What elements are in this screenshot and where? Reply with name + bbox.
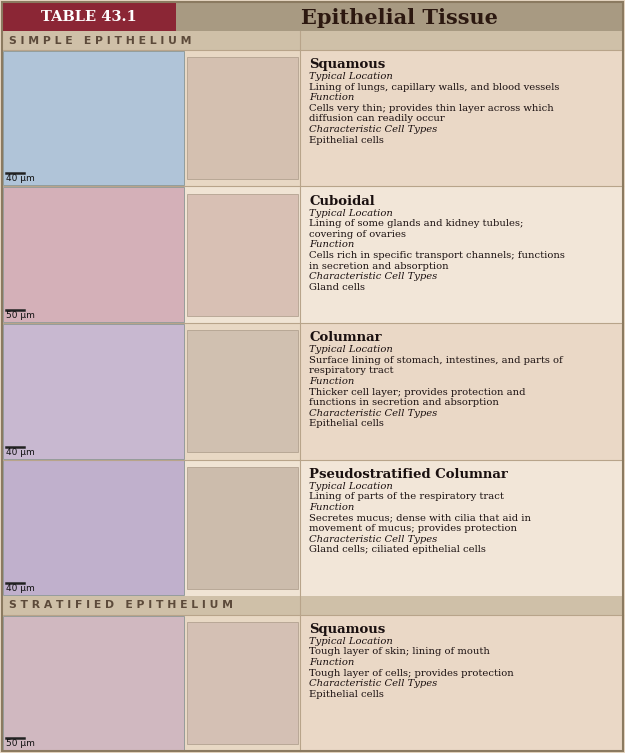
Text: Secretes mucus; dense with cilia that aid in: Secretes mucus; dense with cilia that ai… bbox=[309, 514, 531, 523]
Text: Typical Location: Typical Location bbox=[309, 209, 393, 218]
Text: Function: Function bbox=[309, 658, 354, 667]
Text: 40 μm: 40 μm bbox=[6, 584, 35, 593]
Text: in secretion and absorption: in secretion and absorption bbox=[309, 261, 449, 270]
Text: Typical Location: Typical Location bbox=[309, 72, 393, 81]
Text: Lining of parts of the respiratory tract: Lining of parts of the respiratory tract bbox=[309, 492, 504, 501]
Text: TABLE 43.1: TABLE 43.1 bbox=[41, 10, 137, 23]
Bar bbox=[3, 615, 184, 750]
Bar bbox=[187, 57, 298, 179]
Bar bbox=[176, 2, 623, 32]
Text: Squamous: Squamous bbox=[309, 58, 385, 71]
Text: Gland cells; ciliated epithelial cells: Gland cells; ciliated epithelial cells bbox=[309, 545, 486, 554]
Text: Tough layer of skin; lining of mouth: Tough layer of skin; lining of mouth bbox=[309, 648, 490, 657]
Bar bbox=[187, 622, 298, 744]
Bar bbox=[300, 50, 623, 187]
Bar bbox=[2, 187, 300, 323]
Text: Gland cells: Gland cells bbox=[309, 283, 365, 292]
Bar bbox=[187, 467, 298, 589]
Text: Cells very thin; provides thin layer across which: Cells very thin; provides thin layer acr… bbox=[309, 104, 554, 113]
Text: S T R A T I F I E D   E P I T H E L I U M: S T R A T I F I E D E P I T H E L I U M bbox=[9, 600, 233, 611]
Text: Columnar: Columnar bbox=[309, 331, 382, 344]
Bar bbox=[300, 187, 623, 323]
Bar bbox=[187, 331, 298, 452]
Text: Characteristic Cell Types: Characteristic Cell Types bbox=[309, 273, 438, 281]
Text: movement of mucus; provides protection: movement of mucus; provides protection bbox=[309, 524, 517, 533]
Text: Typical Location: Typical Location bbox=[309, 345, 393, 354]
Bar bbox=[2, 596, 623, 614]
Text: Epithelial Tissue: Epithelial Tissue bbox=[301, 8, 498, 28]
Text: Typical Location: Typical Location bbox=[309, 482, 393, 491]
Text: Surface lining of stomach, intestines, and parts of: Surface lining of stomach, intestines, a… bbox=[309, 355, 562, 364]
Text: Epithelial cells: Epithelial cells bbox=[309, 419, 384, 428]
Text: Squamous: Squamous bbox=[309, 623, 385, 636]
Text: Thicker cell layer; provides protection and: Thicker cell layer; provides protection … bbox=[309, 388, 526, 397]
Text: Function: Function bbox=[309, 377, 354, 386]
Bar bbox=[2, 32, 623, 50]
Text: Epithelial cells: Epithelial cells bbox=[309, 690, 384, 699]
Text: Pseudostratified Columnar: Pseudostratified Columnar bbox=[309, 468, 508, 481]
Text: Epithelial cells: Epithelial cells bbox=[309, 136, 384, 145]
Text: Characteristic Cell Types: Characteristic Cell Types bbox=[309, 535, 438, 544]
Text: Function: Function bbox=[309, 503, 354, 512]
Text: functions in secretion and absorption: functions in secretion and absorption bbox=[309, 398, 499, 407]
Bar bbox=[2, 459, 300, 596]
Bar bbox=[300, 323, 623, 459]
Text: covering of ovaries: covering of ovaries bbox=[309, 230, 406, 239]
Text: Lining of lungs, capillary walls, and blood vessels: Lining of lungs, capillary walls, and bl… bbox=[309, 83, 559, 92]
Text: 50 μm: 50 μm bbox=[6, 739, 35, 748]
Text: 40 μm: 40 μm bbox=[6, 447, 35, 456]
Text: Cells rich in specific transport channels; functions: Cells rich in specific transport channel… bbox=[309, 251, 565, 260]
Bar bbox=[187, 194, 298, 316]
Text: 40 μm: 40 μm bbox=[6, 175, 35, 184]
Bar bbox=[2, 50, 300, 187]
Text: Function: Function bbox=[309, 240, 354, 249]
Text: S I M P L E   E P I T H E L I U M: S I M P L E E P I T H E L I U M bbox=[9, 35, 191, 46]
Text: Characteristic Cell Types: Characteristic Cell Types bbox=[309, 679, 438, 688]
Text: respiratory tract: respiratory tract bbox=[309, 367, 394, 375]
Bar bbox=[3, 187, 184, 322]
Text: Function: Function bbox=[309, 93, 354, 102]
Text: Characteristic Cell Types: Characteristic Cell Types bbox=[309, 125, 438, 134]
Bar bbox=[3, 324, 184, 459]
Text: Typical Location: Typical Location bbox=[309, 637, 393, 646]
Bar bbox=[2, 323, 300, 459]
Text: Cuboidal: Cuboidal bbox=[309, 195, 375, 208]
Text: 50 μm: 50 μm bbox=[6, 311, 35, 320]
Text: Lining of some glands and kidney tubules;: Lining of some glands and kidney tubules… bbox=[309, 219, 523, 228]
Bar bbox=[300, 614, 623, 751]
Bar bbox=[2, 2, 176, 32]
Text: Characteristic Cell Types: Characteristic Cell Types bbox=[309, 409, 438, 418]
Bar bbox=[2, 614, 300, 751]
Text: Tough layer of cells; provides protection: Tough layer of cells; provides protectio… bbox=[309, 669, 514, 678]
Bar bbox=[300, 459, 623, 596]
Bar bbox=[3, 461, 184, 595]
Text: diffusion can readily occur: diffusion can readily occur bbox=[309, 114, 445, 123]
Bar bbox=[3, 50, 184, 185]
